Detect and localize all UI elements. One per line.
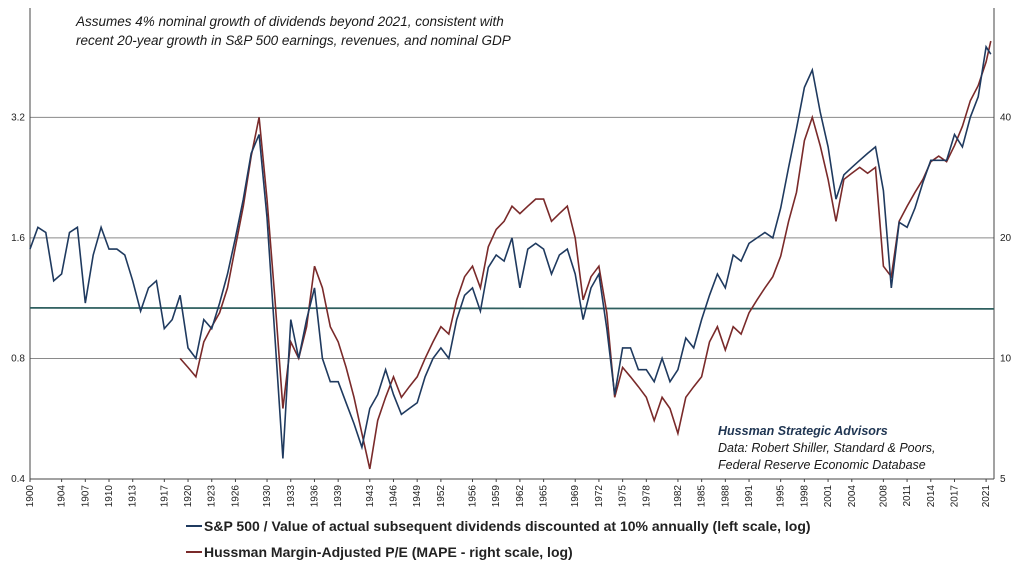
x-tick-label: 1926 xyxy=(230,485,241,508)
x-tick-label: 1939 xyxy=(333,485,344,508)
source-line-1: Data: Robert Shiller, Standard & Poors, xyxy=(718,441,936,455)
legend-label-mape: Hussman Margin-Adjusted P/E (MAPE - righ… xyxy=(204,544,573,560)
x-tick-label: 1904 xyxy=(57,485,68,508)
x-axis-ticks: 1900 1904 1907 1910 1913 1917 1920 1923 1926 1930… xyxy=(25,479,992,507)
y-right-tick-label: 20 xyxy=(1000,233,1012,244)
x-tick-label: 1965 xyxy=(539,485,550,508)
y-right-tick-label: 10 xyxy=(1000,353,1012,364)
x-tick-label: 2021 xyxy=(981,485,992,508)
x-tick-label: 2008 xyxy=(878,485,889,508)
x-tick-label: 1982 xyxy=(673,485,684,508)
x-tick-label: 1930 xyxy=(262,485,273,508)
assumption-note: Assumes 4% nominal growth of dividends b… xyxy=(76,12,536,50)
x-tick-label: 1949 xyxy=(412,485,423,508)
x-tick-label: 2001 xyxy=(823,485,834,508)
x-tick-label: 1969 xyxy=(570,485,581,508)
x-tick-label: 1998 xyxy=(799,485,810,508)
series-mape-line xyxy=(179,40,992,470)
x-tick-label: 1910 xyxy=(104,485,115,508)
x-tick-label: 1913 xyxy=(128,485,139,508)
x-tick-label: 2017 xyxy=(949,485,960,508)
x-tick-label: 1946 xyxy=(388,485,399,508)
x-tick-label: 1920 xyxy=(183,485,194,508)
y-left-tick-label: 0.4 xyxy=(11,474,25,485)
legend-swatch-mape xyxy=(186,551,202,553)
gridlines xyxy=(29,8,995,480)
reference-line xyxy=(29,306,995,310)
source-line-2: Federal Reserve Economic Database xyxy=(718,458,926,472)
y-right-tick-label: 5 xyxy=(1000,474,1006,485)
x-tick-label: 1962 xyxy=(515,485,526,508)
x-tick-label: 1956 xyxy=(467,485,478,508)
x-tick-label: 2011 xyxy=(902,485,913,507)
x-tick-label: 1936 xyxy=(309,485,320,508)
source-firm: Hussman Strategic Advisors xyxy=(718,424,888,438)
x-tick-label: 1917 xyxy=(159,485,170,508)
y-axis-left-ticks: 0.4 0.8 1.6 3.2 xyxy=(11,112,25,485)
legend-item-mape: Hussman Margin-Adjusted P/E (MAPE - righ… xyxy=(186,539,811,565)
y-axis-right-ticks: 5 10 20 40 xyxy=(1000,112,1012,485)
x-tick-label: 1975 xyxy=(618,485,629,508)
series-sp500-dividends-line xyxy=(29,44,992,459)
x-tick-label: 1952 xyxy=(436,485,447,508)
x-tick-label: 1943 xyxy=(365,485,376,508)
y-left-tick-label: 3.2 xyxy=(11,112,25,123)
legend-swatch-sp500 xyxy=(186,525,202,527)
assumption-line-1: Assumes 4% nominal growth of dividends b… xyxy=(76,14,504,29)
x-tick-label: 1978 xyxy=(641,485,652,508)
legend-item-sp500: S&P 500 / Value of actual subsequent div… xyxy=(186,513,811,539)
x-tick-label: 1972 xyxy=(594,485,605,508)
y-left-tick-label: 1.6 xyxy=(11,233,25,244)
x-tick-label: 1988 xyxy=(720,485,731,508)
legend-label-sp500: S&P 500 / Value of actual subsequent div… xyxy=(204,518,811,534)
y-right-tick-label: 40 xyxy=(1000,112,1012,123)
x-tick-label: 1900 xyxy=(25,485,36,508)
x-tick-label: 1995 xyxy=(776,485,787,508)
x-tick-label: 1985 xyxy=(697,485,708,508)
x-tick-label: 1907 xyxy=(80,485,91,508)
y-left-tick-label: 0.8 xyxy=(11,353,25,364)
assumption-line-2: recent 20-year growth in S&P 500 earning… xyxy=(76,33,511,48)
x-tick-label: 1933 xyxy=(286,485,297,508)
legend: S&P 500 / Value of actual subsequent div… xyxy=(186,513,811,565)
x-tick-label: 1923 xyxy=(207,485,218,508)
source-credit: Hussman Strategic Advisors Data: Robert … xyxy=(718,423,998,474)
x-tick-label: 2014 xyxy=(926,485,937,508)
x-tick-label: 2004 xyxy=(847,485,858,508)
x-tick-label: 1991 xyxy=(744,485,755,508)
x-tick-label: 1959 xyxy=(491,485,502,508)
